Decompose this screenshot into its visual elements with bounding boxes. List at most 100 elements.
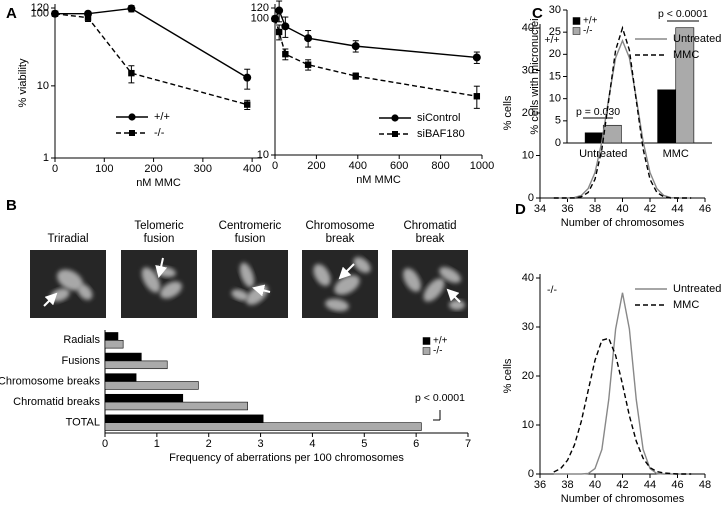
series-line xyxy=(553,292,692,475)
legend-label: -/- xyxy=(433,346,442,357)
bar xyxy=(104,401,248,411)
x-tick-label: 44 xyxy=(671,203,683,215)
y-tick-label: 120 xyxy=(251,2,269,14)
bar xyxy=(657,89,677,144)
point xyxy=(282,50,289,58)
micrograph xyxy=(212,250,288,318)
legend-label: siControl xyxy=(417,112,460,124)
series-line xyxy=(54,13,248,106)
legend-label: -/- xyxy=(583,26,592,37)
y-tick-label: 100 xyxy=(251,13,269,25)
y-axis-label: % cells xyxy=(502,358,514,393)
bar xyxy=(104,414,264,424)
x-tick-label: 0 xyxy=(272,160,278,172)
point xyxy=(271,15,279,22)
arrow xyxy=(446,288,461,303)
annotation: +/+ xyxy=(544,34,559,46)
legend-swatch xyxy=(422,347,431,355)
x-tick-label: 300 xyxy=(194,163,212,175)
chromosome xyxy=(423,278,445,302)
point xyxy=(275,6,284,15)
y-tick-label: 30 xyxy=(549,4,561,16)
point xyxy=(351,42,360,51)
x-tick-label: 800 xyxy=(431,160,449,172)
chromosome xyxy=(353,257,371,273)
chromosome xyxy=(141,267,161,293)
y-axis-label: % cells xyxy=(502,95,514,130)
bar xyxy=(104,381,199,390)
y-tick-label: 10 xyxy=(522,419,534,431)
chromosome xyxy=(325,298,349,312)
legend-label: -/- xyxy=(154,127,165,139)
x-axis-label: Number of chromosomes xyxy=(561,217,685,229)
micrograph xyxy=(30,250,106,318)
y-tick-label: 100 xyxy=(31,8,49,20)
x-tick-label: 600 xyxy=(390,160,408,172)
y-tick-label: Chromatid breaks xyxy=(13,396,100,408)
legend-label: siBAF180 xyxy=(417,128,465,140)
point xyxy=(243,73,252,82)
micrograph xyxy=(121,250,197,318)
x-tick-label: 46 xyxy=(699,203,711,215)
x-axis-label: nM MMC xyxy=(136,177,181,189)
legend-label: Untreated xyxy=(673,33,721,45)
y-tick-label: Fusions xyxy=(61,355,100,367)
y-tick-label: 20 xyxy=(522,107,534,119)
legend-label: +/+ xyxy=(154,111,170,123)
x-tick-label: 400 xyxy=(243,163,261,175)
x-tick-label: 1 xyxy=(154,438,160,450)
legend-marker xyxy=(391,114,399,122)
y-tick-label: 40 xyxy=(522,22,534,34)
point xyxy=(275,28,283,36)
x-tick-label: 38 xyxy=(589,203,601,215)
panel-label: B xyxy=(6,197,17,214)
arrow xyxy=(155,257,168,278)
x-tick-label: 34 xyxy=(534,203,546,215)
y-axis-label: % cells with micronuclei xyxy=(529,18,541,134)
x-tick-label: Untreated xyxy=(579,148,627,160)
legend-label: MMC xyxy=(673,299,699,311)
micrograph-label: Chromatid break xyxy=(403,220,457,245)
arrow xyxy=(338,263,355,280)
x-tick-label: 4 xyxy=(309,438,315,450)
x-tick-label: 200 xyxy=(307,160,325,172)
x-axis-label: Number of chromosomes xyxy=(561,493,685,505)
legend-marker xyxy=(128,113,136,121)
legend-swatch xyxy=(422,337,431,345)
y-tick-label: 20 xyxy=(549,48,561,60)
y-tick-label: 10 xyxy=(549,93,561,105)
x-tick-label: 0 xyxy=(102,438,108,450)
x-tick-label: 38 xyxy=(561,479,573,491)
y-tick-label: Radials xyxy=(63,334,100,346)
y-tick-label: 0 xyxy=(528,192,534,204)
bar xyxy=(602,124,622,144)
y-tick-label: 10 xyxy=(257,149,269,161)
series-line xyxy=(553,337,692,475)
x-tick-label: 44 xyxy=(644,479,656,491)
micrograph-label: Chromosome break xyxy=(305,220,375,245)
series-line xyxy=(553,25,692,199)
bar xyxy=(584,132,604,144)
point xyxy=(304,34,313,43)
x-tick-label: 42 xyxy=(644,203,656,215)
point xyxy=(128,69,135,77)
annotation: p = 0.030 xyxy=(576,106,620,118)
micrograph xyxy=(302,250,378,318)
bar xyxy=(104,339,124,349)
arrow xyxy=(43,292,58,307)
chromosome xyxy=(57,269,83,291)
annotation: p < 0.0001 xyxy=(415,392,465,404)
y-tick-label: 0 xyxy=(528,468,534,480)
x-tick-label: 36 xyxy=(561,203,573,215)
y-tick-label: 25 xyxy=(549,26,561,38)
bar xyxy=(104,393,184,403)
x-tick-label: 2 xyxy=(206,438,212,450)
series-line xyxy=(55,7,248,79)
chromosome xyxy=(449,300,465,310)
series-line xyxy=(274,8,477,59)
annotation: p < 0.0001 xyxy=(658,8,708,20)
point xyxy=(84,14,92,21)
y-tick-label: 40 xyxy=(522,272,534,284)
